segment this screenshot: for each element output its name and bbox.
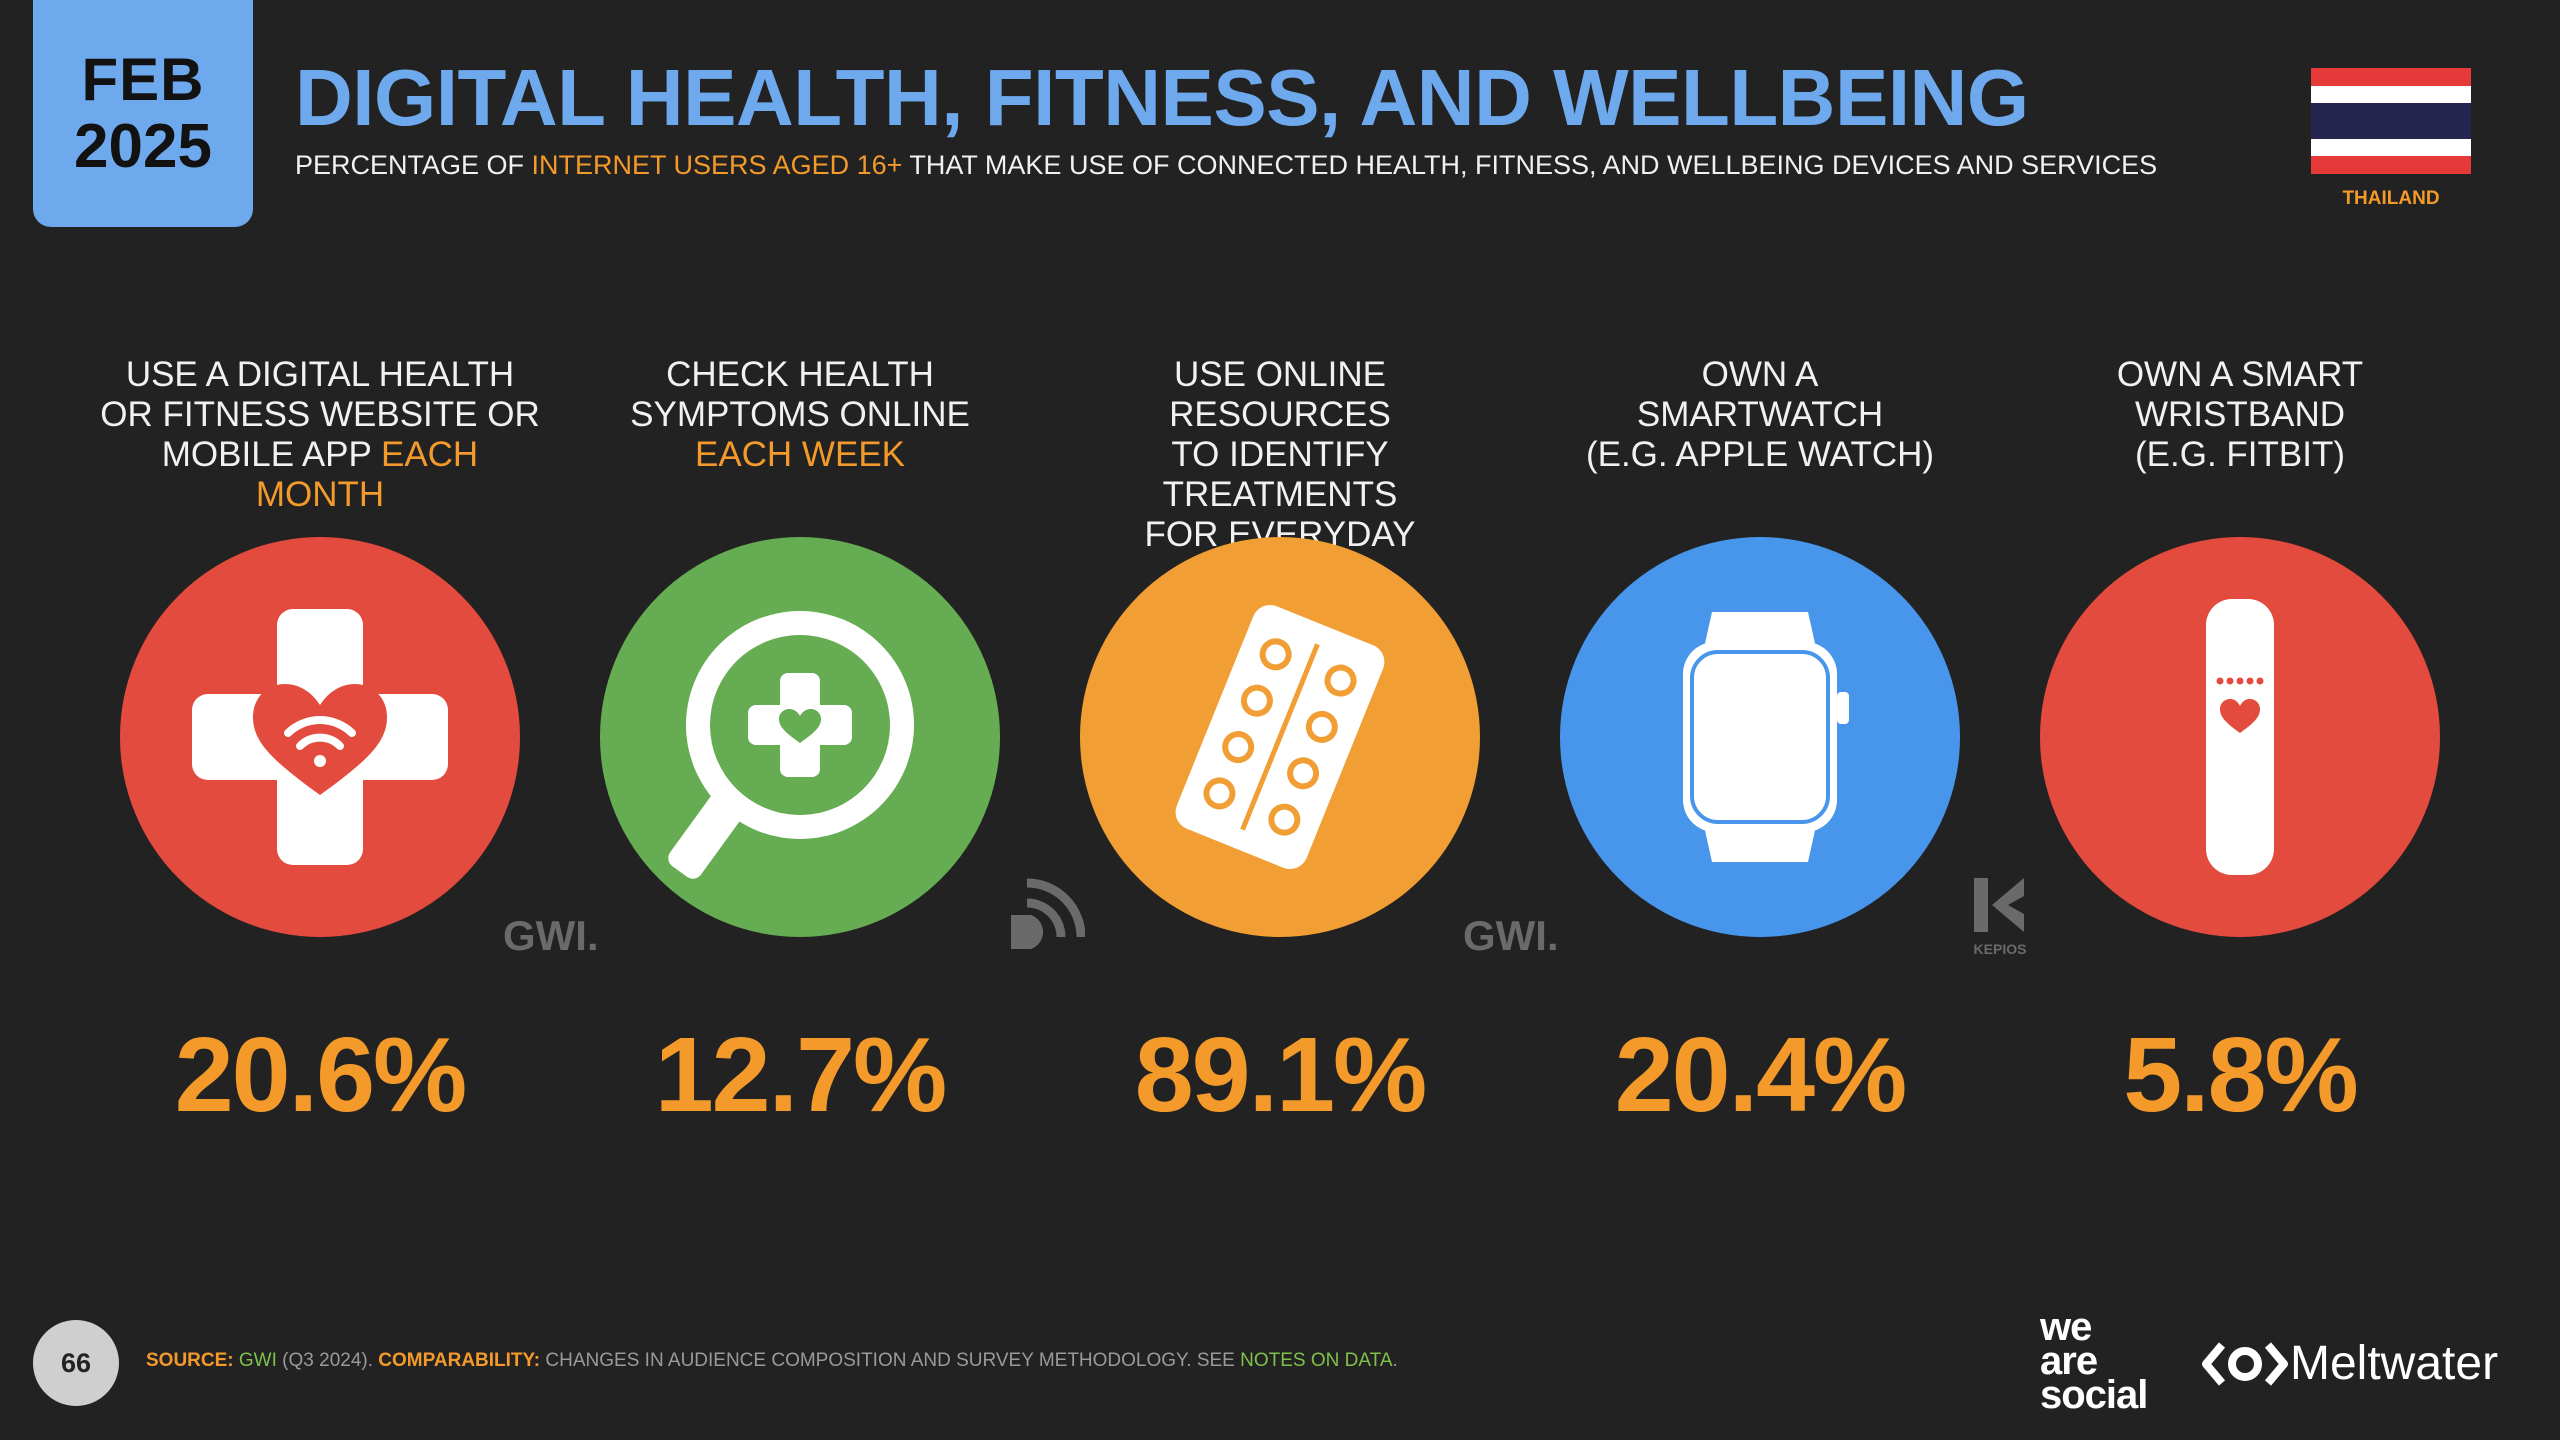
label-line: CHECK HEALTH	[666, 355, 934, 394]
smartwatch-icon	[1560, 537, 1960, 937]
label-line: EACH WEEK	[580, 435, 1020, 475]
label-line: OR FITNESS WEBSITE OR	[100, 395, 540, 434]
stat-column-wristband: OWN A SMART WRISTBAND (E.G. FITBIT) 5.8%	[2020, 355, 2460, 1136]
stat-column-digital-health: USE A DIGITAL HEALTH OR FITNESS WEBSITE …	[100, 355, 540, 1136]
kepios-logo: KEPIOS	[1970, 876, 2030, 957]
logo-line: social	[2040, 1373, 2148, 1417]
badge-month: FEB	[81, 45, 205, 113]
stat-value: 5.8%	[2123, 1016, 2359, 1134]
gwi-logo: GWI.	[1463, 912, 1559, 959]
label-line: USE A DIGITAL HEALTH	[125, 355, 515, 394]
label-line: (E.G. FITBIT)	[2020, 435, 2460, 475]
label-line: OWN A	[1701, 355, 1819, 394]
meltwater-wordmark: Meltwater	[2290, 1337, 2499, 1390]
meltwater-mark-icon	[2202, 1341, 2288, 1386]
kepios-label: KEPIOS	[1973, 941, 2027, 957]
badge-year: 2025	[74, 111, 212, 181]
footer-end: .	[1392, 1350, 1398, 1371]
stat-label: USE A DIGITAL HEALTH OR FITNESS WEBSITE …	[100, 355, 540, 514]
label-line: SYMPTOMS ONLINE	[630, 395, 970, 434]
subtitle-text-end: THAT MAKE USE OF CONNECTED HEALTH, FITNE…	[902, 150, 2158, 180]
stat-column-health-symptoms: CHECK HEALTH SYMPTOMS ONLINE EACH WEEK 1…	[580, 355, 1020, 1136]
label-highlight: EACH WEEK	[694, 435, 906, 474]
label-line: USE ONLINE RESOURCES	[1169, 355, 1391, 434]
stat-value: 89.1%	[1134, 1016, 1428, 1134]
stat-label: OWN A SMART WRISTBAND (E.G. FITBIT)	[2020, 355, 2460, 485]
label-line: (E.G. APPLE WATCH)	[1540, 435, 1980, 475]
stat-column-smartwatch: OWN A SMARTWATCH (E.G. APPLE WATCH) 20.4…	[1540, 355, 1980, 1136]
label-line: WRISTBAND	[2135, 395, 2345, 434]
comparability-text: CHANGES IN AUDIENCE COMPOSITION AND SURV…	[540, 1350, 1241, 1371]
magnifier-cross-icon	[600, 537, 1000, 937]
label-text: MOBILE APP	[161, 435, 381, 474]
source-link[interactable]: GWI	[238, 1350, 277, 1371]
label-line: MOBILE APP EACH MONTH	[100, 435, 540, 515]
wristband-icon	[2040, 537, 2440, 937]
stat-column-online-treatments: USE ONLINE RESOURCES TO IDENTIFY TREATME…	[1060, 355, 1500, 1136]
label-highlight: EACH MONTH	[255, 435, 479, 514]
source-label: SOURCE:	[146, 1350, 234, 1371]
date-badge: FEB 2025	[33, 0, 253, 227]
label-text: (E.G. APPLE WATCH)	[1585, 435, 1935, 474]
thailand-flag-icon	[2311, 68, 2471, 174]
stat-value: 20.4%	[1614, 1016, 1908, 1134]
notes-on-data-link[interactable]: NOTES ON DATA	[1240, 1350, 1393, 1371]
meltwater-logo: Meltwater	[2200, 1336, 2498, 1391]
stat-label: CHECK HEALTH SYMPTOMS ONLINE EACH WEEK	[580, 355, 1020, 485]
page-subtitle: PERCENTAGE OF INTERNET USERS AGED 16+ TH…	[295, 150, 2157, 181]
country-label: THAILAND	[2342, 188, 2440, 209]
label-text: (E.G. FITBIT)	[2135, 435, 2345, 474]
pill-blister-icon	[1080, 537, 1480, 937]
logo-line: we	[2040, 1305, 2092, 1349]
we-are-social-logo: we are social	[2040, 1305, 2148, 1417]
label-line: OWN A SMART	[2116, 355, 2364, 394]
subtitle-highlight: INTERNET USERS AGED 16+	[531, 150, 903, 180]
logo-line: are	[2040, 1339, 2098, 1383]
source-footer: SOURCE: GWI (Q3 2024). COMPARABILITY: CH…	[146, 1350, 1398, 1372]
stat-value: 20.6%	[174, 1016, 468, 1134]
comparability-label: COMPARABILITY:	[378, 1350, 541, 1371]
label-line: SMARTWATCH	[1636, 395, 1884, 434]
datareportal-logo-icon	[1005, 875, 1086, 960]
medical-cross-heart-icon	[120, 537, 520, 937]
page-title: DIGITAL HEALTH, FITNESS, AND WELLBEING	[295, 53, 2029, 142]
page-number: 66	[33, 1320, 119, 1406]
stat-label: OWN A SMARTWATCH (E.G. APPLE WATCH)	[1540, 355, 1980, 485]
kepios-logo-icon	[1974, 878, 2024, 932]
stat-value: 12.7%	[654, 1016, 948, 1134]
label-line: TO IDENTIFY TREATMENTS	[1162, 435, 1398, 514]
gwi-logo: GWI.	[503, 912, 599, 959]
stat-label: USE ONLINE RESOURCES TO IDENTIFY TREATME…	[1060, 355, 1500, 594]
subtitle-text: PERCENTAGE OF	[295, 150, 532, 180]
source-text: (Q3 2024).	[276, 1350, 379, 1371]
